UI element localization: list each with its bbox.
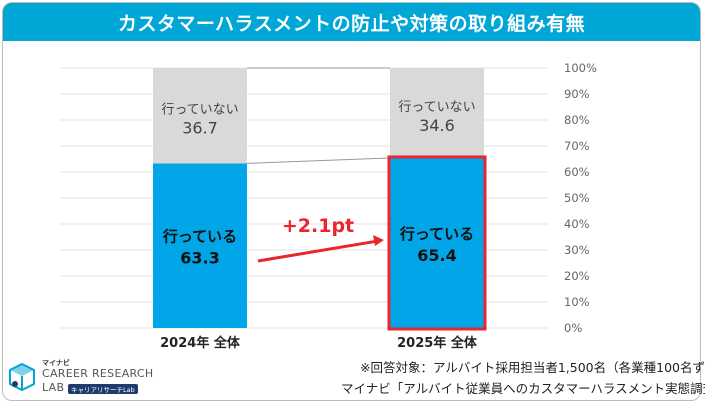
logo-brand-line1: CAREER RESEARCH xyxy=(42,367,154,380)
logo-brand-line2: LAB xyxy=(42,381,65,394)
bar-segment-yes xyxy=(390,157,484,328)
bar-label-yes: 行っている xyxy=(399,225,474,243)
change-arrow-line xyxy=(257,239,377,263)
change-arrow-head xyxy=(373,235,384,246)
y-tick-label: 20% xyxy=(564,269,590,283)
y-tick-label: 70% xyxy=(564,139,590,153)
bar-value-yes: 65.4 xyxy=(417,246,456,265)
y-tick-label: 0% xyxy=(564,321,582,335)
y-tick-label: 10% xyxy=(564,295,590,309)
highlight-box xyxy=(387,155,487,331)
bar-segment-yes xyxy=(153,163,247,328)
bar-value-yes: 63.3 xyxy=(180,249,219,268)
x-category-label: 2024年 全体 xyxy=(160,335,241,351)
bar-segment-no xyxy=(390,68,484,158)
logo-mark-icon xyxy=(9,362,35,392)
x-category-label: 2025年 全体 xyxy=(397,335,478,351)
note-respondents: ※回答対象：アルバイト採用担当者1,500名（各業種100名ずつ） xyxy=(360,360,705,375)
y-tick-label: 30% xyxy=(564,243,590,257)
connector-line xyxy=(246,157,391,164)
y-tick-label: 80% xyxy=(564,113,590,127)
y-tick-label: 60% xyxy=(564,165,590,179)
y-tick-label: 50% xyxy=(564,191,590,205)
bar-label-no: 行っていない xyxy=(161,103,238,118)
y-tick-label: 40% xyxy=(564,217,590,231)
logo-brand-top: マイナビ xyxy=(42,359,70,367)
bar-value-no: 34.6 xyxy=(419,116,455,135)
career-research-lab-logo: マイナビ CAREER RESEARCH LAB キャリアリサーチLab xyxy=(6,356,176,396)
change-annotation: +2.1pt xyxy=(282,215,354,237)
note-source: マイナビ「アルバイト従業員へのカスタマーハラスメント実態調査」 xyxy=(341,381,705,396)
bar-value-no: 36.7 xyxy=(182,119,218,138)
y-tick-label: 100% xyxy=(564,61,597,75)
chart-title: カスタマーハラスメントの防止や対策の取り組み有無 xyxy=(3,3,700,41)
bar-label-yes: 行っている xyxy=(162,228,237,246)
logo-brand-sub: キャリアリサーチLab xyxy=(68,384,138,394)
y-tick-label: 90% xyxy=(564,87,590,101)
bar-segment-no xyxy=(153,68,247,164)
bar-label-no: 行っていない xyxy=(398,100,475,115)
